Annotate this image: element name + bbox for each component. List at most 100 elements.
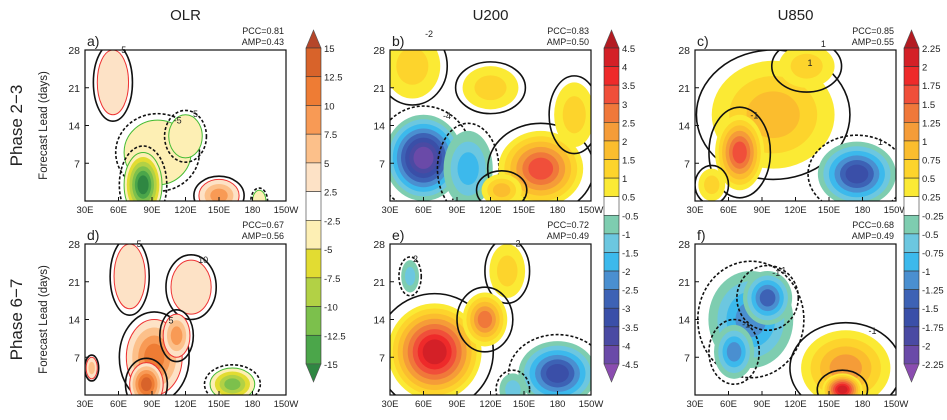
contour-label: -1: [742, 320, 750, 330]
shaded-contour: [141, 377, 152, 392]
shading: [695, 50, 896, 201]
colorbar-bin: [603, 177, 620, 198]
shaded-contour: [137, 175, 149, 195]
contour-label: -2: [425, 29, 433, 39]
amp-value: AMP=0.43: [242, 37, 284, 47]
shading: [696, 260, 896, 395]
colorbar-bin: [903, 326, 920, 346]
x-tick-label: 150W: [274, 205, 299, 216]
colorbar-bin: [305, 248, 322, 279]
colorbar-bin: [603, 84, 620, 105]
x-tick-label: 90E: [449, 205, 466, 216]
y-tick-label: 7: [74, 352, 80, 364]
colorbar-tick-label: 2.5: [622, 118, 635, 129]
x-tick-label: 60E: [415, 205, 432, 216]
colorbar-bin: [603, 252, 620, 272]
x-tick-label: 180: [550, 205, 566, 216]
colorbar-bin: [603, 326, 620, 346]
shaded-contour: [477, 310, 493, 329]
colorbar-tick-label: 0.5: [622, 193, 635, 204]
colorbar-tick-label: -3: [622, 304, 630, 315]
colorbar-bin: [305, 277, 322, 307]
column-title: OLR: [170, 7, 201, 24]
x-tick-label: 60E: [720, 205, 737, 216]
x-tick-label: 60E: [110, 205, 127, 216]
colorbar-tick-label: 1: [922, 137, 927, 148]
obs-contour-line: [163, 109, 208, 163]
y-tick-label: 14: [678, 315, 690, 327]
x-tick-label: 150E: [208, 399, 230, 410]
y-tick-label: 21: [678, 83, 690, 95]
x-tick-label: 60E: [720, 399, 737, 410]
shaded-contour: [845, 164, 869, 184]
x-tick-label: 180: [855, 399, 871, 410]
y-tick-label: 14: [373, 121, 385, 133]
y-tick-label: 7: [379, 352, 385, 364]
colorbar-bin: [903, 214, 920, 235]
x-tick-label: 30E: [382, 205, 399, 216]
shaded-contour: [88, 361, 95, 375]
amp-value: AMP=0.49: [547, 231, 589, 241]
contour-label: 1: [821, 39, 826, 49]
y-tick-label: 21: [373, 83, 385, 95]
colorbar-bin: [305, 162, 322, 192]
colorbar-tick-label: 10: [324, 101, 335, 112]
obs-contour-line: [159, 308, 195, 363]
colorbar-u850: 2.25 2 1.75 1.5 1.25 1 0.75 0.5 0.25 -0.25 -0.5 -0.…: [903, 29, 944, 383]
colorbar-bin: [603, 345, 620, 365]
contour-label: -4: [443, 111, 451, 121]
colorbar-tick-label: 15: [324, 44, 335, 55]
obs-contour-line: [807, 134, 896, 201]
colorbar-bin: [603, 214, 620, 235]
colorbar-tick-label: -2: [622, 267, 630, 278]
x-tick-label: 30E: [77, 205, 94, 216]
shading: [92, 50, 269, 201]
y-tick-label: 28: [373, 239, 385, 251]
colorbar-min-arrow: [603, 363, 620, 383]
obs-contour-line: [92, 50, 134, 122]
colorbar-tick-label: 4.5: [622, 44, 635, 55]
shaded-contour: [562, 96, 586, 134]
shaded-contour: [168, 114, 203, 159]
contour-label: 2: [515, 239, 520, 249]
y-tick-label: 21: [373, 277, 385, 289]
y-tick-label: 7: [684, 352, 690, 364]
colorbar-bin: [903, 159, 920, 179]
obs-contour-line: [708, 318, 761, 386]
colorbar-bin: [603, 270, 620, 290]
colorbar-tick-label: 1: [622, 174, 627, 185]
obs-contour-line: [114, 112, 201, 193]
contour-label: 5: [137, 239, 142, 249]
x-tick-label: 150E: [513, 399, 535, 410]
shaded-contour: [732, 141, 747, 164]
y-axis-label: Forecast Lead (days): [38, 265, 50, 374]
colorbar-olr: 15 12.5 10 7.5 5 2.5 -2.5 -5 -7.5 -10 -12.5 -15: [305, 29, 346, 383]
colorbar-bin: [305, 133, 322, 164]
colorbar-tick-label: 2: [622, 137, 627, 148]
colorbar-bin: [903, 140, 920, 160]
obs-contour-line: [696, 260, 805, 379]
colorbar-tick-label: 1.25: [922, 118, 941, 129]
colorbar-tick-label: 2: [922, 63, 927, 74]
colorbar-tick-label: 4: [622, 63, 627, 74]
x-tick-label: 150W: [579, 399, 604, 410]
obs-contour-line: [118, 311, 190, 395]
x-tick-label: 120E: [479, 399, 501, 410]
amp-value: AMP=0.55: [852, 37, 894, 47]
x-tick-label: 30E: [687, 205, 704, 216]
y-tick-label: 7: [74, 158, 80, 170]
y-tick-label: 21: [68, 277, 80, 289]
colorbar-tick-label: -1: [622, 230, 630, 241]
contour-label: 10: [198, 255, 208, 265]
colorbar-bin: [305, 306, 322, 336]
colorbar-bin: [903, 233, 920, 253]
obs-contour-line: [475, 170, 528, 201]
obs-contour-line: [816, 369, 869, 395]
x-tick-label: 150E: [818, 399, 840, 410]
obs-contour-line: [390, 292, 495, 395]
y-tick-label: 14: [678, 121, 690, 133]
colorbar-tick-label: 12.5: [324, 73, 343, 84]
